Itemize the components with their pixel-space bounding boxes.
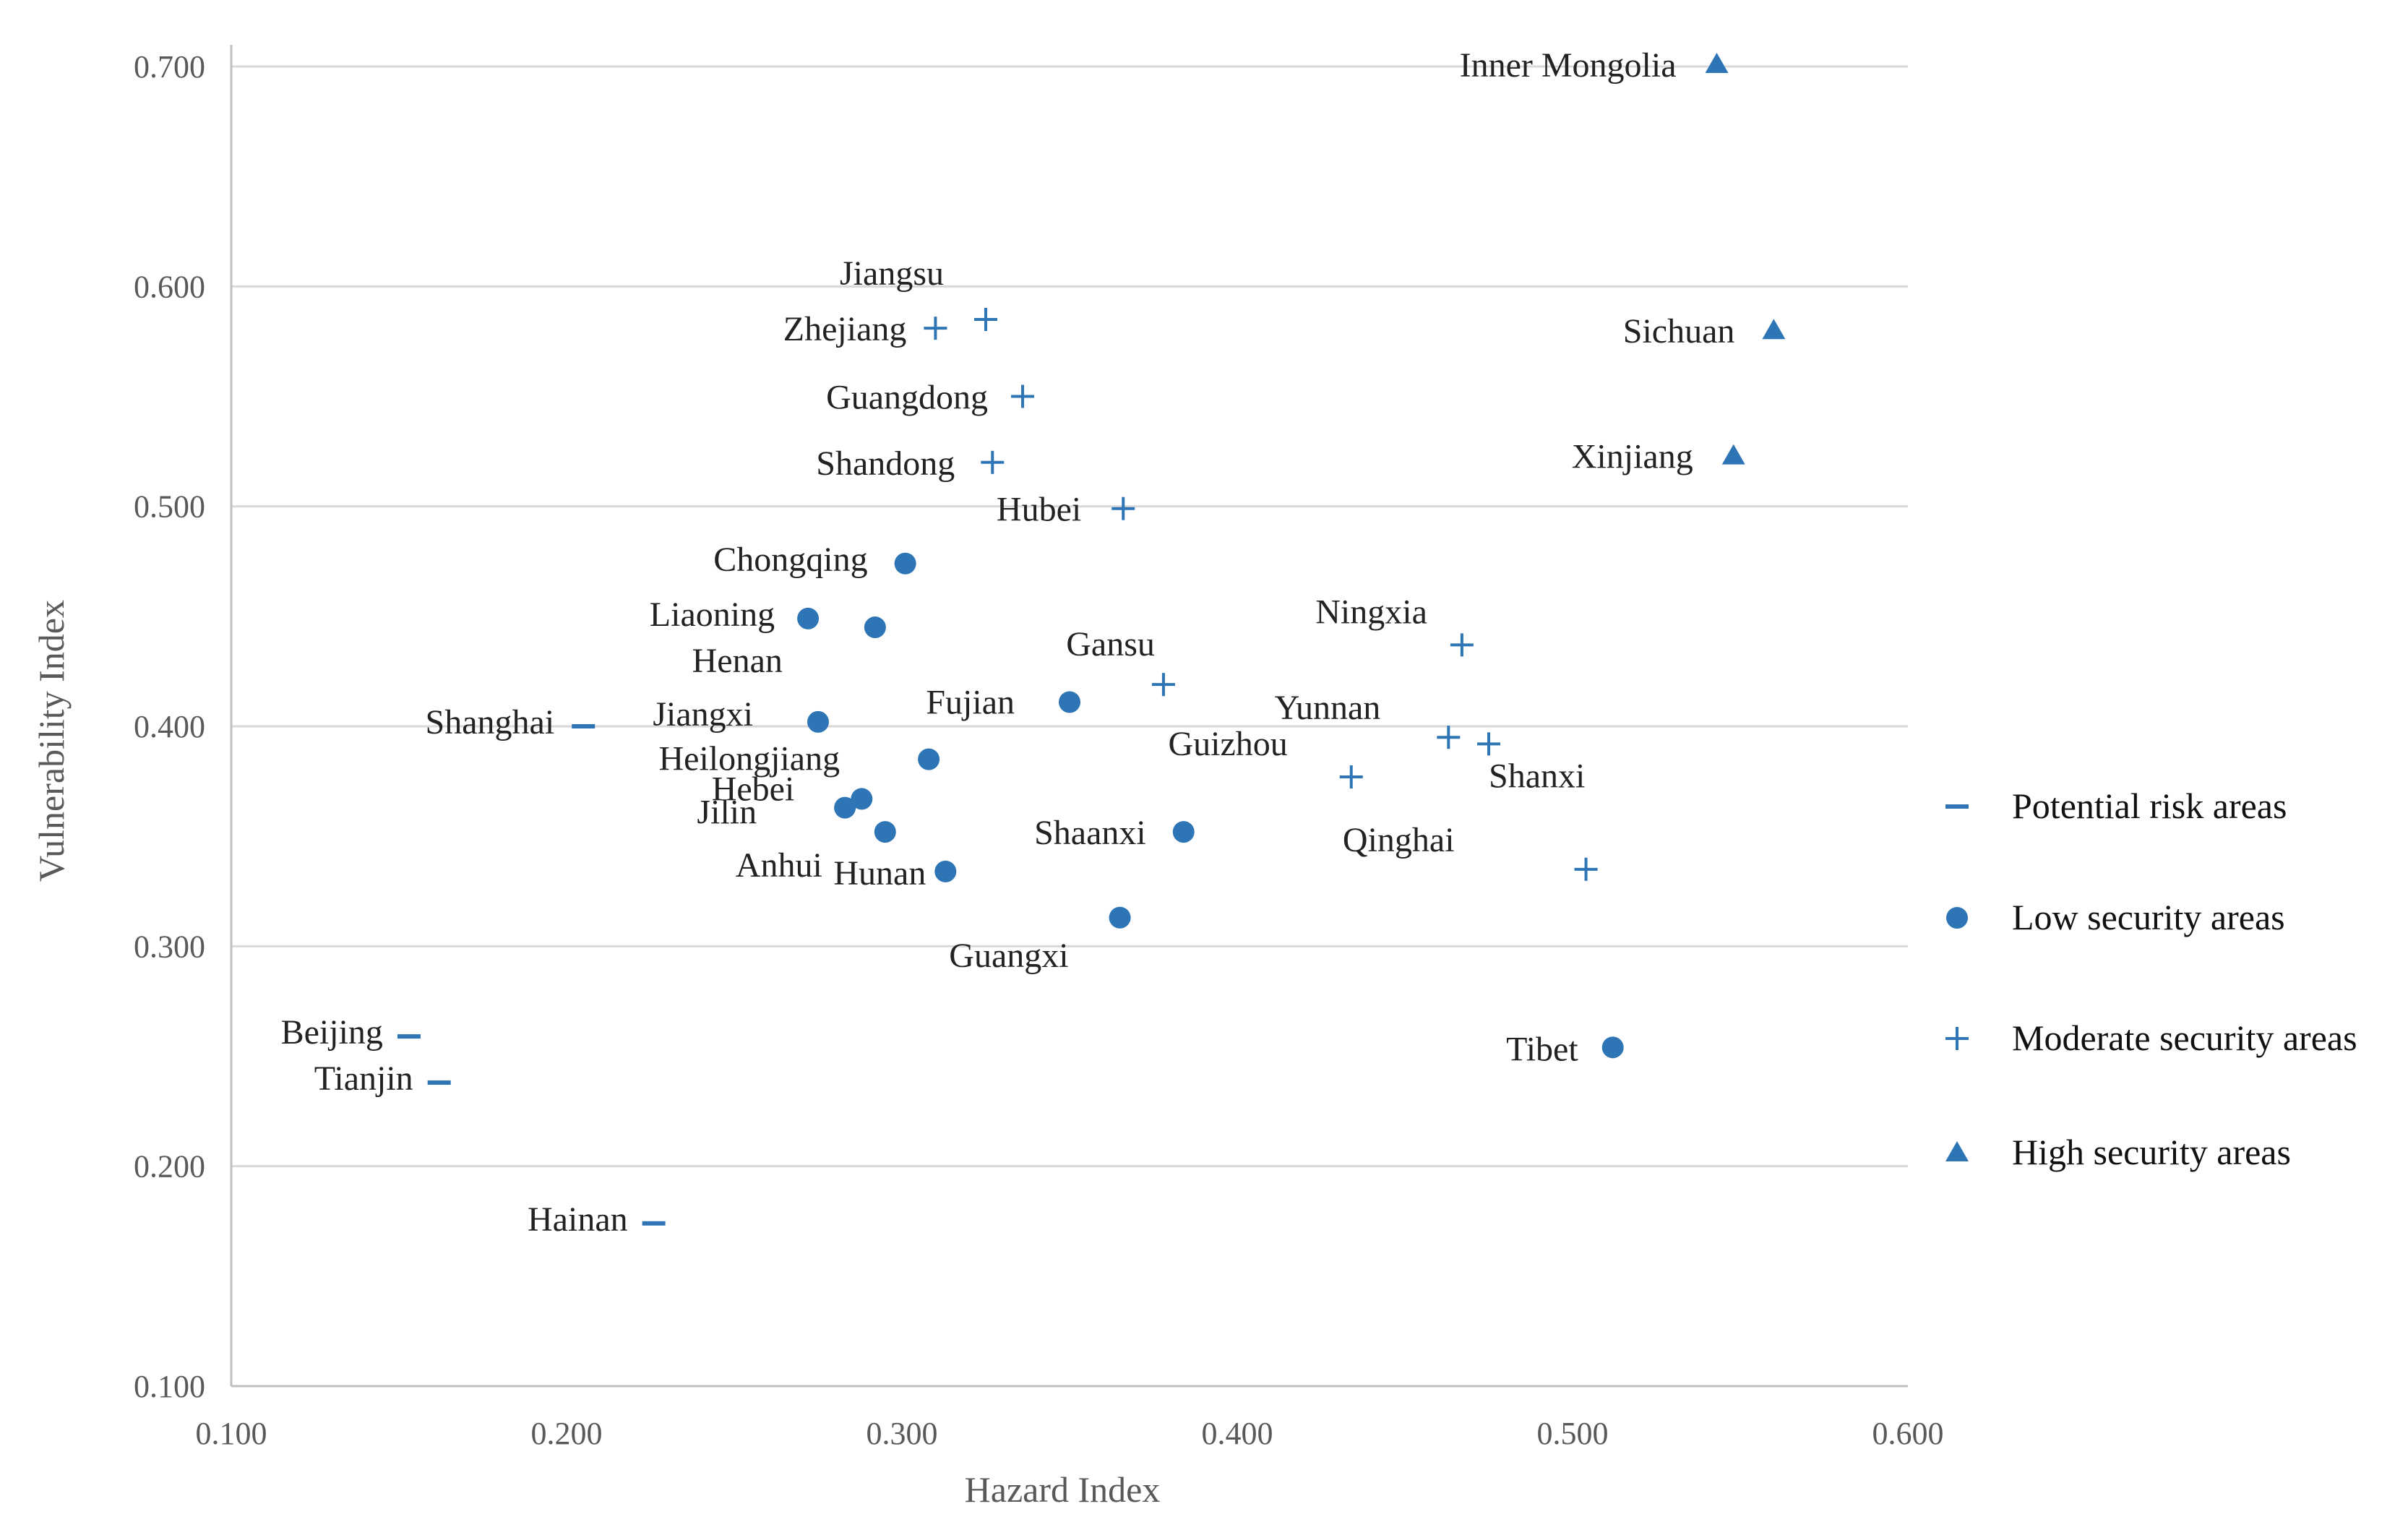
- point-label: Jiangxi: [653, 695, 753, 734]
- x-tick-label: 0.300: [867, 1416, 938, 1451]
- point-label: Shanxi: [1489, 757, 1585, 795]
- y-tick-label: 0.500: [134, 489, 205, 525]
- point-label: Anhui: [736, 846, 822, 885]
- legend-label: High security areas: [2012, 1132, 2291, 1172]
- x-tick-label: 0.100: [196, 1416, 267, 1451]
- point-zhejiang: [924, 317, 947, 340]
- point-label: Guizhou: [1168, 725, 1287, 763]
- point-label: Beijing: [281, 1013, 383, 1052]
- point-jiangxi: [807, 710, 829, 733]
- point-label: Tibet: [1506, 1030, 1578, 1068]
- point-fujian: [1059, 691, 1080, 713]
- x-tick-label: 0.600: [1872, 1416, 1944, 1451]
- point-guangxi: [1109, 906, 1131, 929]
- point-label: Hebei: [712, 770, 795, 808]
- point-jiangsu: [974, 307, 997, 331]
- point-label: Fujian: [926, 684, 1015, 722]
- point-chongqing: [894, 552, 916, 575]
- legend-label: Moderate security areas: [2012, 1018, 2357, 1058]
- legend-item: Low security areas: [1946, 897, 2285, 937]
- legend-marker-triangle: [1945, 1141, 1969, 1161]
- point-guangdong: [1011, 384, 1035, 408]
- point-label: Heilongjiang: [658, 740, 840, 778]
- point-label: Guangxi: [949, 937, 1068, 975]
- point-label: Guangdong: [826, 379, 988, 417]
- point-label: Sichuan: [1623, 312, 1735, 351]
- point-label: Chongqing: [713, 541, 867, 579]
- point-label: Xinjiang: [1572, 438, 1693, 476]
- point-label: Qinghai: [1343, 821, 1455, 859]
- point-shaanxi: [1172, 821, 1195, 843]
- x-tick-label: 0.200: [531, 1416, 603, 1451]
- legend-marker-plus: [1945, 1027, 1969, 1050]
- y-tick-label: 0.200: [134, 1149, 205, 1185]
- point-label: Liaoning: [650, 596, 775, 634]
- point-gansu: [1151, 673, 1175, 697]
- x-tick-label: 0.500: [1537, 1416, 1609, 1451]
- point-label: Jiangsu: [840, 254, 944, 293]
- point-label: Shaanxi: [1034, 814, 1146, 852]
- point-label: Ningxia: [1315, 593, 1427, 631]
- legend-marker-dash: [1945, 804, 1969, 809]
- point-sichuan: [1762, 319, 1786, 340]
- y-tick-label: 0.400: [134, 709, 205, 744]
- point-tibet: [1601, 1036, 1624, 1059]
- y-tick-label: 0.700: [134, 49, 205, 85]
- point-label: Jilin: [697, 794, 757, 832]
- point-anhui: [874, 821, 896, 843]
- y-tick-label: 0.300: [134, 929, 205, 964]
- y-tick-label: 0.600: [134, 269, 205, 304]
- point-label: Gansu: [1066, 625, 1155, 663]
- point-shanghai: [572, 724, 595, 728]
- point-label: Inner Mongolia: [1460, 46, 1677, 85]
- point-label: Yunnan: [1275, 689, 1381, 727]
- point-inner-mongolia: [1705, 52, 1729, 73]
- point-jilin: [834, 796, 856, 819]
- point-label: Hainan: [528, 1200, 628, 1239]
- point-hainan: [642, 1221, 666, 1226]
- point-beijing: [397, 1034, 421, 1039]
- point-liaoning: [797, 607, 820, 629]
- legend: Potential risk areas Low security areas Mo…: [1945, 786, 2357, 1172]
- legend-item: Moderate security areas: [1945, 1018, 2357, 1058]
- y-tick-label: 0.100: [134, 1369, 205, 1404]
- point-ningxia: [1450, 633, 1474, 657]
- legend-label: Low security areas: [2012, 897, 2285, 937]
- legend-item: Potential risk areas: [1945, 786, 2287, 826]
- point-hubei: [1111, 496, 1135, 520]
- point-xinjiang: [1721, 444, 1745, 465]
- point-hebei: [851, 788, 873, 810]
- point-tianjin: [427, 1080, 451, 1085]
- tick-labels: 0.100 0.200 0.300 0.400 0.500 0.600 0.700 0.100…: [134, 49, 1944, 1451]
- x-axis-title: Hazard Index: [965, 1469, 1161, 1510]
- legend-item: High security areas: [1945, 1132, 2291, 1172]
- point-label: Shanghai: [426, 703, 555, 741]
- data-points: [397, 52, 1786, 1226]
- point-qinghai: [1574, 857, 1598, 881]
- y-axis-title: Vulnerability Index: [31, 600, 72, 882]
- axes: [230, 45, 1908, 1388]
- point-label: Hubei: [997, 491, 1081, 529]
- gridlines: [231, 65, 1908, 1168]
- point-labels: Shanghai Beijing Tianjin Hainan Chongqing Lia…: [281, 46, 1735, 1239]
- point-label: Zhejiang: [783, 310, 907, 348]
- point-yunnan: [1437, 726, 1461, 749]
- x-tick-label: 0.400: [1202, 1416, 1273, 1451]
- point-label: Hunan: [833, 854, 926, 893]
- point-shandong: [981, 450, 1005, 474]
- legend-label: Potential risk areas: [2012, 786, 2287, 826]
- point-guizhou: [1339, 765, 1363, 788]
- legend-marker-circle: [1946, 907, 1968, 929]
- point-shanxi: [1477, 732, 1500, 756]
- point-hunan: [934, 860, 957, 882]
- point-label: Shandong: [816, 444, 955, 483]
- point-henan: [864, 616, 886, 639]
- point-label: Henan: [692, 642, 783, 680]
- point-label: Tianjin: [314, 1059, 413, 1098]
- point-heilongjiang: [918, 748, 940, 770]
